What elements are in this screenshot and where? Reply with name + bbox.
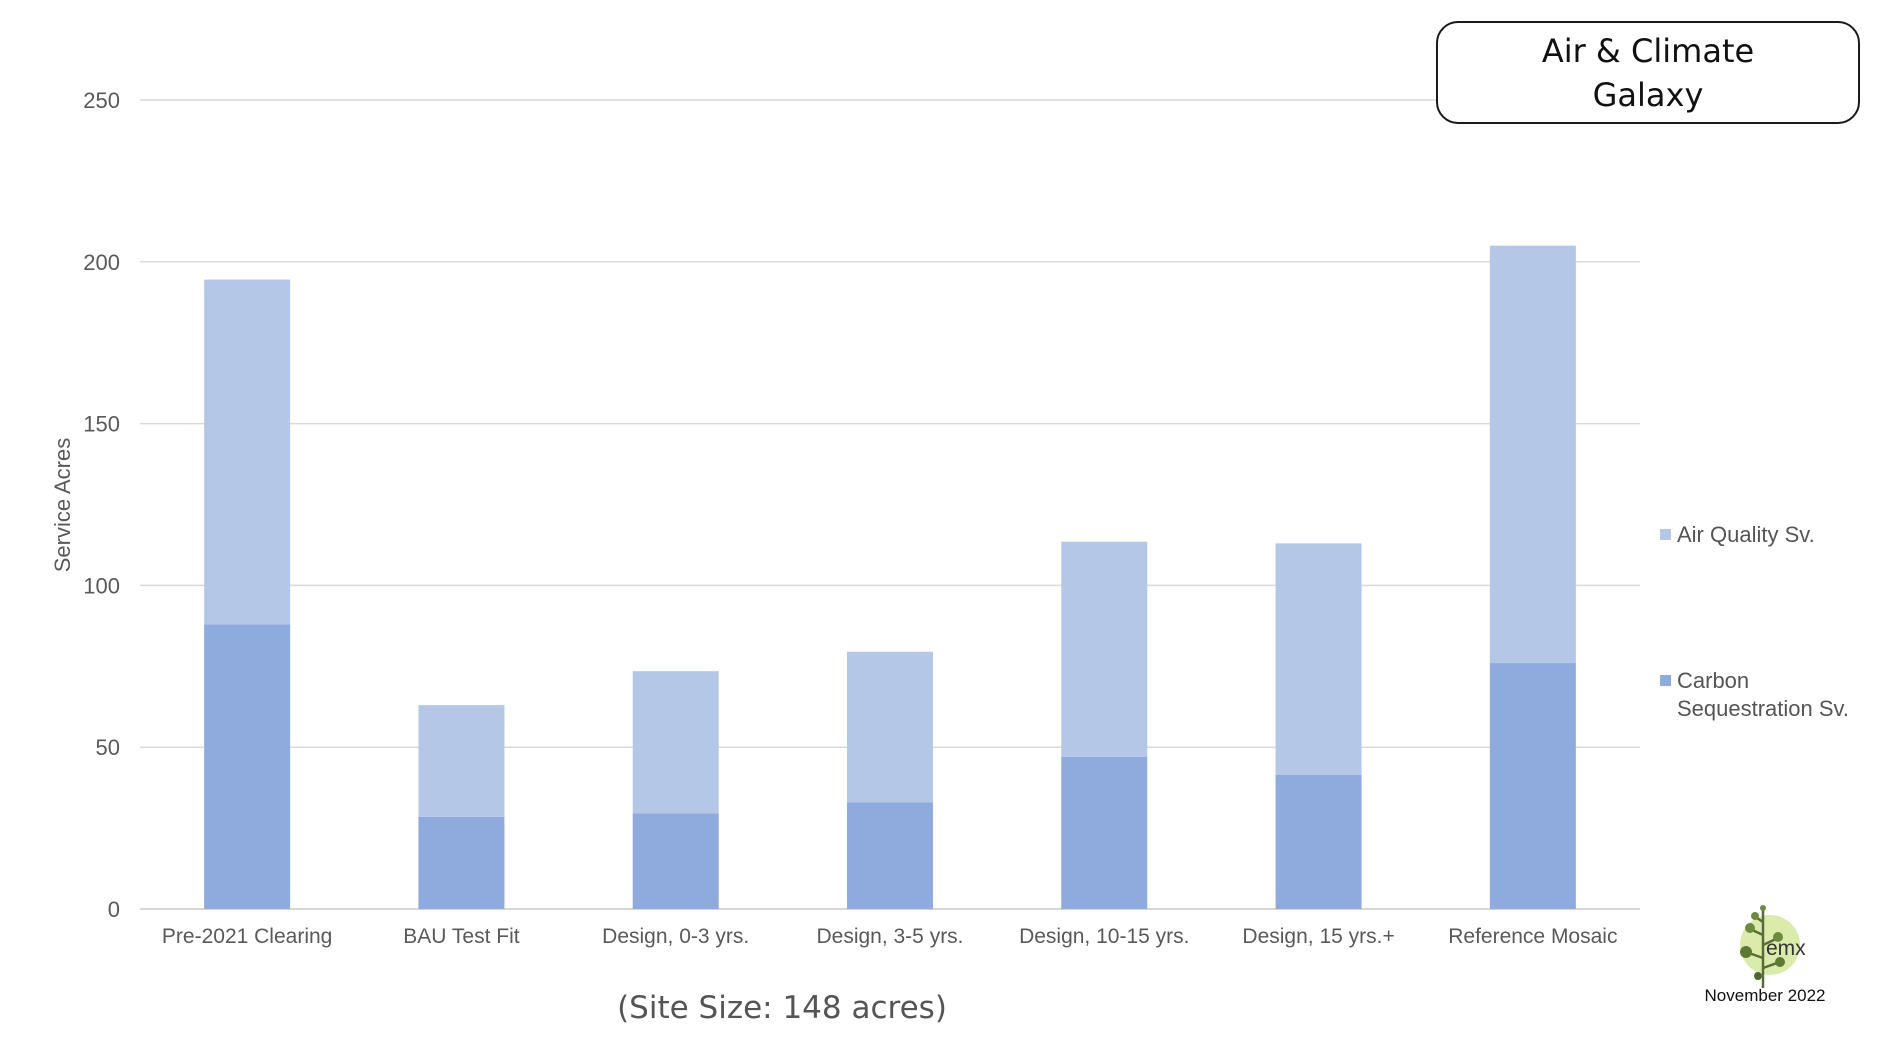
bar-carbon-4 xyxy=(1061,756,1148,909)
logo-text: emx xyxy=(1766,937,1806,960)
chart-title-line-1: Air & Climate xyxy=(1541,31,1755,70)
chart-title-box: Air & Climate Galaxy xyxy=(1436,21,1860,124)
x-tick-label: Design, 10-15 yrs. xyxy=(1019,925,1189,948)
legend-label-air-quality: Air Quality Sv. xyxy=(1677,522,1815,547)
bar-air-quality-0 xyxy=(204,279,291,625)
y-axis-ticks: 0 50 100 150 200 250 xyxy=(83,88,120,922)
bar-air-quality-2 xyxy=(632,671,719,814)
x-tick-label: Design, 0-3 yrs. xyxy=(602,925,749,948)
y-tick-label: 100 xyxy=(83,573,120,598)
date-label: November 2022 xyxy=(1704,986,1826,1005)
legend-label-carbon-line-1: Carbon xyxy=(1677,668,1750,693)
bar-air-quality-3 xyxy=(847,651,933,803)
x-tick-label: Design, 15 yrs.+ xyxy=(1242,925,1394,948)
bar-air-quality-5 xyxy=(1275,543,1362,775)
bar-air-quality-1 xyxy=(418,705,505,817)
bar-carbon-0 xyxy=(204,624,291,909)
y-tick-label: 0 xyxy=(108,897,120,922)
bars xyxy=(204,245,1576,909)
legend-item-carbon: Carbon Sequestration Sv. xyxy=(1660,667,1884,723)
bar-air-quality-4 xyxy=(1061,541,1148,757)
y-tick-label: 50 xyxy=(96,735,120,760)
x-tick-label: Design, 3-5 yrs. xyxy=(816,925,963,948)
x-tick-label: Pre-2021 Clearing xyxy=(162,925,332,948)
bar-carbon-5 xyxy=(1275,774,1362,909)
legend-item-air-quality: Air Quality Sv. xyxy=(1660,521,1884,549)
legend-label-carbon: Carbon Sequestration Sv. xyxy=(1677,667,1849,723)
x-tick-label: BAU Test Fit xyxy=(403,925,519,948)
tree-icon xyxy=(1740,905,1800,988)
bar-carbon-3 xyxy=(847,802,933,909)
bar-air-quality-6 xyxy=(1489,245,1576,664)
y-axis-label: Service Acres xyxy=(50,438,75,573)
chart-title-line-2: Galaxy xyxy=(1592,75,1704,114)
site-size-text: (Site Size: 148 acres) xyxy=(617,990,947,1026)
legend-swatch-air-quality xyxy=(1660,529,1671,540)
site-size-caption: (Site Size: 148 acres) xyxy=(0,990,1884,1026)
x-axis-ticks: Pre-2021 Clearing BAU Test Fit Design, 0-3… xyxy=(162,925,1618,948)
x-tick-label: Reference Mosaic xyxy=(1448,925,1617,948)
legend-swatch-carbon xyxy=(1660,675,1671,686)
bar-carbon-2 xyxy=(632,813,719,909)
bar-carbon-1 xyxy=(418,816,505,909)
y-tick-label: 200 xyxy=(83,250,120,275)
bar-carbon-6 xyxy=(1489,663,1576,909)
legend-label-carbon-line-2: Sequestration Sv. xyxy=(1677,696,1850,721)
gridlines xyxy=(140,99,1640,910)
y-tick-label: 250 xyxy=(83,88,120,113)
y-tick-label: 150 xyxy=(83,412,120,437)
